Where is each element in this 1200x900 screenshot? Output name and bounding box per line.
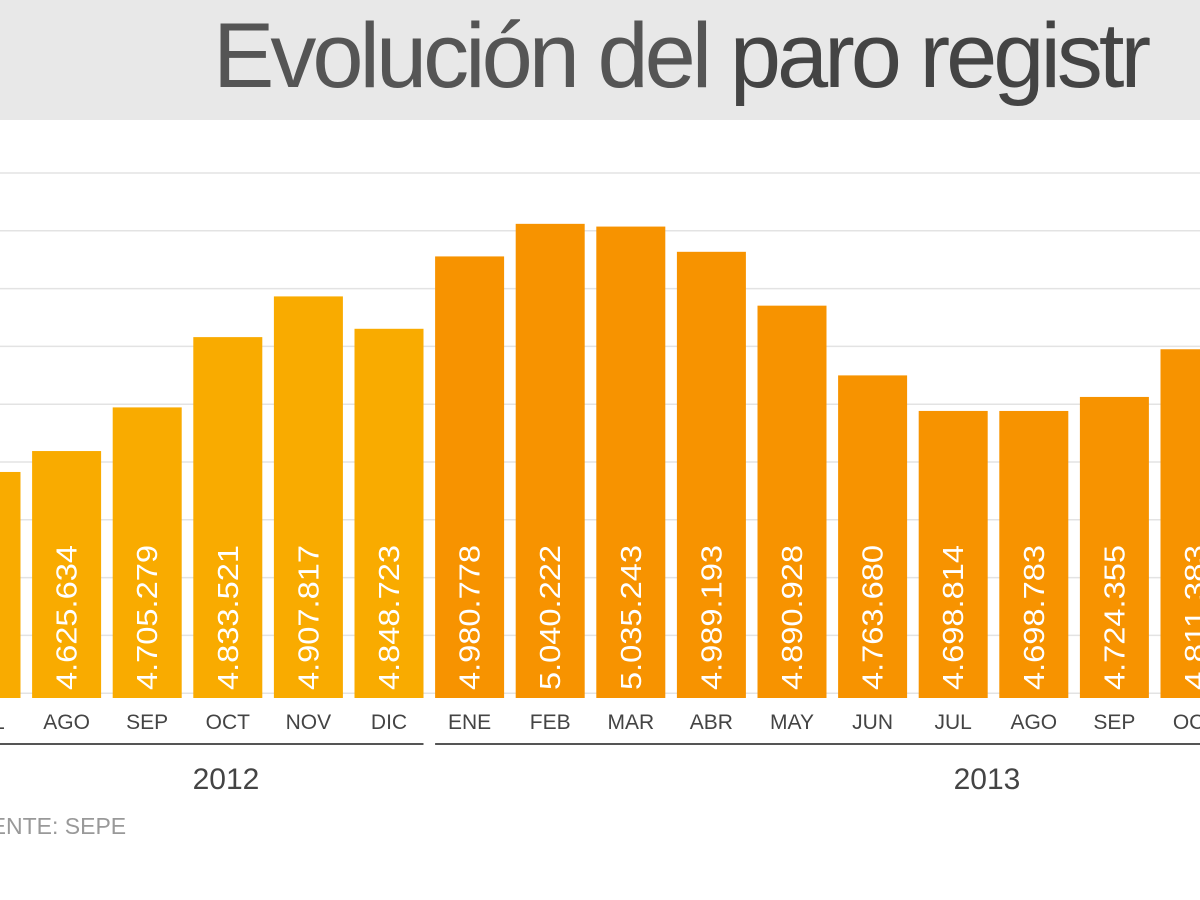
year-label: 2012 (193, 763, 260, 796)
x-tick-label: JUL (0, 711, 5, 734)
bar-value-label: 4.587.455 (0, 545, 3, 690)
x-tick-label: AGO (43, 711, 90, 734)
year-label: 2013 (954, 763, 1021, 796)
bar-value-label: 5.040.222 (535, 545, 567, 690)
x-tick-label: NOV (286, 711, 332, 734)
x-tick-label: FEB (530, 711, 571, 734)
bar (193, 337, 263, 698)
bar-value-label: 4.698.783 (1019, 545, 1051, 690)
bar (273, 296, 343, 698)
chart-title: Evolución del paro registr (213, 4, 1151, 109)
x-tick-label: AGO (1010, 711, 1057, 734)
x-tick-label: JUL (935, 711, 972, 734)
bar-value-label: 4.763.680 (858, 545, 890, 690)
bar-value-label: 4.980.778 (455, 545, 487, 690)
x-tick-label: ENE (448, 711, 491, 734)
bar (112, 407, 182, 698)
x-tick-label: JUN (852, 711, 893, 734)
bar (32, 451, 102, 698)
x-tick-label: OCT (1173, 711, 1200, 734)
bar (838, 375, 908, 698)
bar (757, 305, 827, 698)
bar (1079, 396, 1149, 698)
bar (515, 223, 585, 699)
bar-value-label: 4.724.355 (1099, 545, 1131, 690)
bar (0, 471, 21, 698)
source-note: FUENTE: SEPE (0, 813, 126, 839)
x-tick-label: SEP (126, 711, 168, 734)
bar-value-label: 4.989.193 (696, 545, 728, 690)
bar (1160, 349, 1200, 698)
x-tick-label: SEP (1093, 711, 1135, 734)
bar (596, 226, 666, 699)
bar-value-label: 4.833.521 (213, 545, 245, 690)
x-tick-label: OCT (206, 711, 251, 734)
title-light: Evolución del (213, 5, 730, 107)
x-tick-label: MAR (607, 711, 654, 734)
bar (918, 410, 988, 698)
bar-value-label: 4.625.634 (52, 545, 84, 690)
x-tick-label: DIC (371, 711, 407, 734)
bar-value-label: 4.698.814 (938, 545, 970, 690)
bar-value-label: 4.811.383 (1180, 545, 1200, 690)
bar-value-label: 4.705.279 (132, 545, 164, 690)
x-tick-label: MAY (770, 711, 814, 734)
bar-value-label: 5.035.243 (616, 545, 648, 690)
bar-value-label: 4.907.817 (293, 545, 325, 690)
title-bold: paro registr (729, 5, 1151, 107)
bar (999, 410, 1069, 698)
bar (354, 328, 424, 698)
bar-value-label: 4.890.928 (777, 545, 809, 690)
bar-value-label: 4.848.723 (374, 545, 406, 690)
title-banner: Evolución del paro registr (0, 0, 1200, 120)
bar (676, 251, 746, 698)
x-tick-label: ABR (690, 711, 733, 734)
bar (435, 256, 505, 698)
